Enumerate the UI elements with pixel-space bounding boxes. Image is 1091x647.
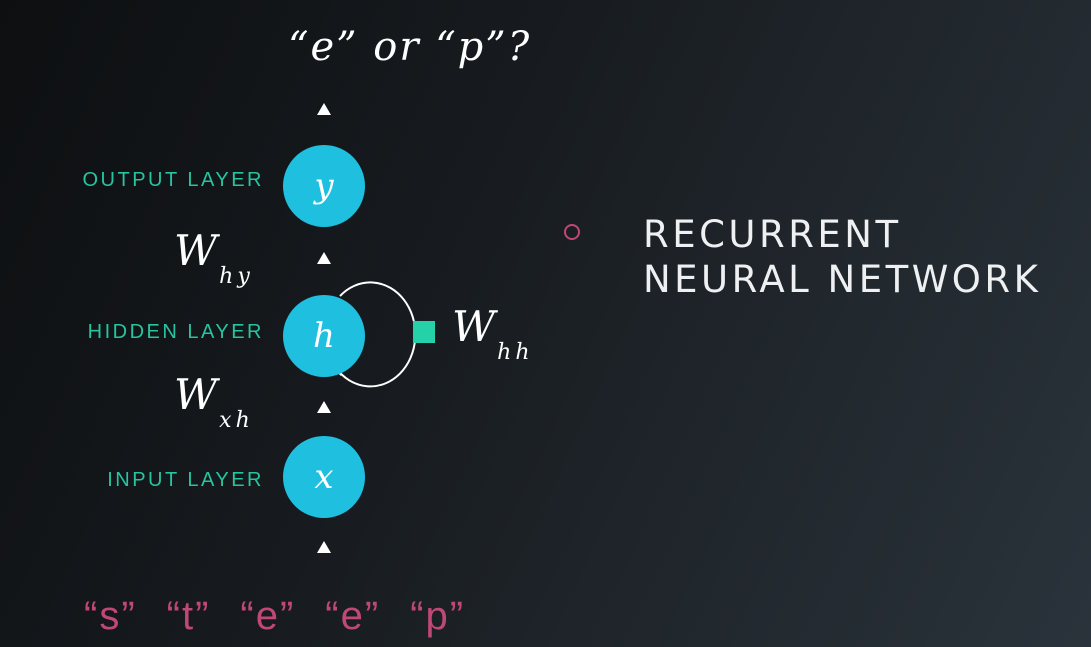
weight-hy: Why [174, 226, 254, 289]
weight-hy-subscript: hy [219, 264, 254, 289]
weight-hy-symbol: W [174, 226, 218, 275]
input-token: “p” [410, 594, 466, 638]
bullet-icon [564, 224, 580, 240]
recurrent-weight-marker [413, 321, 435, 343]
hidden-node-h: h [283, 295, 365, 377]
arrow-up-input [317, 541, 331, 553]
arrow-up-output [317, 103, 331, 115]
slide-title-line1: RECURRENT [643, 213, 902, 256]
weight-xh: Wxh [174, 370, 254, 433]
weight-xh-symbol: W [174, 370, 218, 419]
input-node-x: x [283, 436, 365, 518]
output-layer-label: OUTPUT LAYER [82, 169, 264, 191]
input-sequence: “s” “t” “e” “e” “p” [84, 594, 495, 639]
weight-hh-symbol: W [452, 302, 496, 351]
arrow-up-hidden-to-output [317, 252, 331, 264]
slide-title-line2: NEURAL NETWORK [643, 258, 1042, 301]
input-layer-label: INPUT LAYER [107, 469, 264, 491]
weight-xh-subscript: xh [219, 408, 254, 433]
input-token: “t” [166, 594, 211, 638]
hidden-node-symbol: h [313, 316, 335, 356]
slide-title: RECURRENT NEURAL NETWORK [643, 212, 1041, 302]
output-question: “e” or “p”? [288, 24, 532, 70]
arrow-up-input-to-hidden [317, 401, 331, 413]
weight-hh-subscript: hh [497, 340, 534, 365]
output-node-y: y [283, 145, 365, 227]
input-token: “e” [325, 594, 381, 638]
output-node-symbol: y [314, 166, 334, 206]
weight-hh: Whh [452, 302, 534, 365]
input-token: “e” [240, 594, 296, 638]
hidden-layer-label: HIDDEN LAYER [87, 321, 264, 343]
input-token: “s” [84, 594, 137, 638]
input-node-symbol: x [314, 457, 334, 497]
